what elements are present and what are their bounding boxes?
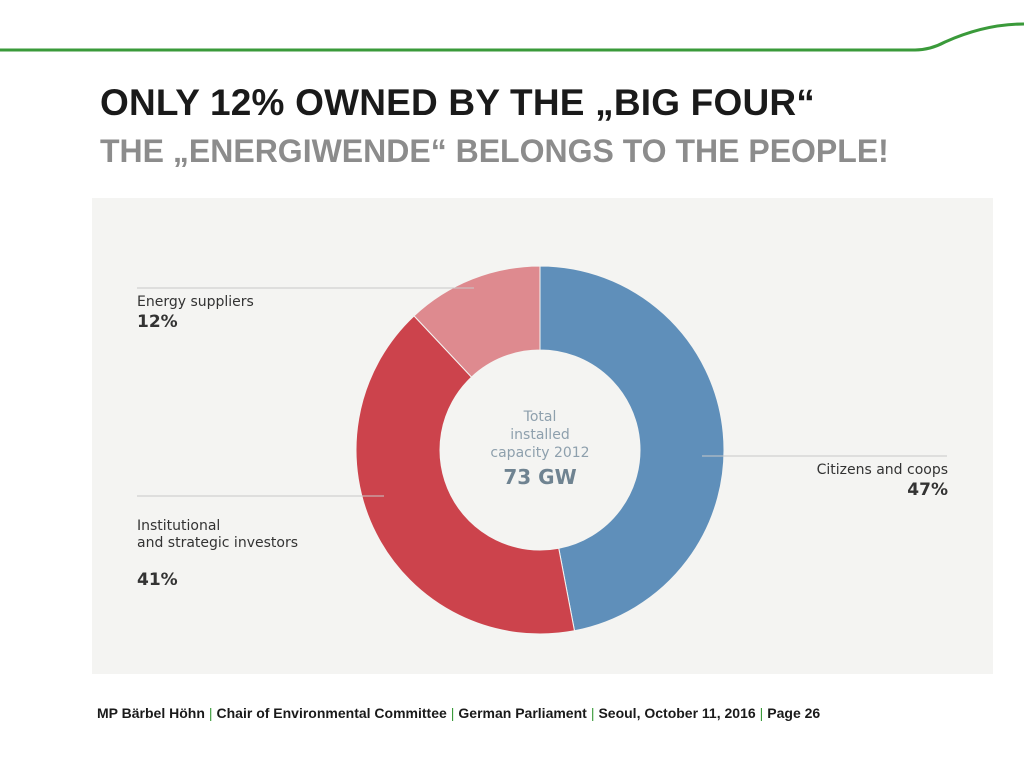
slice-pct-institutional: 41% [137, 570, 178, 590]
footer-separator: | [450, 705, 455, 721]
footer: MP Bärbel Höhn | Chair of Environmental Co… [97, 705, 820, 721]
label-citizens: Citizens and coops 47% [817, 462, 948, 499]
donut-slice-2 [413, 265, 541, 378]
label-energy-suppliers: Energy suppliers 12% [137, 294, 254, 331]
donut-center: Total installed capacity 2012 73 GW [442, 408, 638, 489]
donut-chart [137, 265, 947, 635]
slice-name-institutional: Institutional and strategic investors [137, 518, 298, 551]
header-decoration-line [0, 22, 1024, 52]
donut-slice-1 [355, 315, 576, 635]
footer-event: Seoul, October 11, 2016 [598, 705, 756, 721]
slide-title: ONLY 12% OWNED BY THE „BIG FOUR“ [100, 82, 816, 123]
center-value: 73 GW [503, 465, 577, 489]
center-label: Total installed capacity 2012 [490, 409, 590, 461]
slice-pct-energy-suppliers: 12% [137, 312, 178, 332]
slide-subtitle: THE „ENERGIWENDE“ BELONGS TO THE PEOPLE! [100, 133, 889, 169]
footer-page: Page 26 [767, 705, 821, 721]
footer-role: Chair of Environmental Committee [216, 705, 447, 721]
chart-panel: Energy suppliers 12% Institutional and s… [92, 198, 993, 674]
footer-author: MP Bärbel Höhn [97, 705, 205, 721]
donut-slice-0 [539, 265, 725, 632]
slice-name-energy-suppliers: Energy suppliers [137, 294, 254, 310]
slice-name-citizens: Citizens and coops [816, 462, 948, 478]
footer-separator: | [208, 705, 213, 721]
footer-org: German Parliament [458, 705, 587, 721]
footer-separator: | [590, 705, 595, 721]
footer-separator: | [759, 705, 764, 721]
slice-pct-citizens: 47% [907, 480, 948, 500]
label-institutional: Institutional and strategic investors 41… [137, 501, 298, 606]
